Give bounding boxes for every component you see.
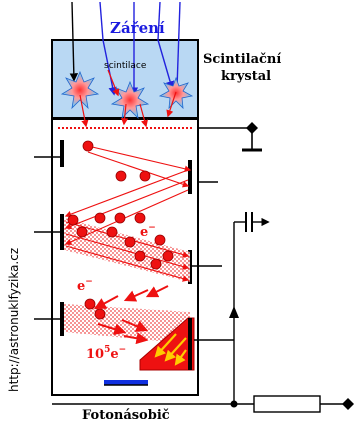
- radiation-label: Záření: [110, 19, 165, 37]
- output-terminal: [342, 398, 354, 410]
- dynode-leads: [34, 156, 222, 320]
- flash-left: [60, 70, 100, 110]
- electron: [94, 212, 106, 224]
- watermark: http://astronuklfyzika.cz: [7, 248, 21, 392]
- junction: [230, 400, 238, 408]
- scintillations-label: scintilace: [104, 61, 147, 71]
- electron: [94, 308, 106, 320]
- electrons: [67, 140, 174, 320]
- output-base-bar: [104, 380, 148, 385]
- electron: [124, 236, 136, 248]
- electron: [115, 170, 127, 182]
- electron: [114, 212, 126, 224]
- resistor: [253, 395, 321, 413]
- electron: [84, 298, 96, 310]
- current-arrow: [229, 306, 239, 318]
- anode-yellow-arrows: [154, 333, 187, 366]
- electron-label-2: e−: [77, 277, 93, 294]
- electron: [82, 140, 94, 152]
- electron: [139, 170, 151, 182]
- photon-arrows: [79, 69, 177, 128]
- crystal-label-line1: Scintilační: [203, 52, 281, 67]
- crystal-label-line2: krystal: [221, 69, 271, 84]
- electron: [76, 226, 88, 238]
- electron: [106, 226, 118, 238]
- electron-count-label: 105e−: [86, 345, 126, 362]
- radiation-rays: [69, 1, 181, 96]
- cascade-arrows: [93, 285, 169, 345]
- cathode-terminal: [246, 122, 258, 134]
- electron: [154, 234, 166, 246]
- electron-label-1: e−: [140, 223, 156, 240]
- photomultiplier-label: Fotonásobič: [82, 408, 170, 423]
- electron: [162, 250, 174, 262]
- electron: [134, 212, 146, 224]
- electron: [150, 258, 162, 270]
- electron: [67, 214, 79, 226]
- electron: [134, 250, 146, 262]
